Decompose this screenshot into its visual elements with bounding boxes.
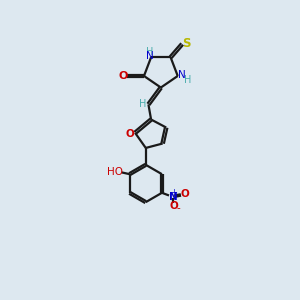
Text: O: O xyxy=(180,189,189,199)
Text: N: N xyxy=(178,70,185,80)
Text: H: H xyxy=(139,98,146,109)
Text: H: H xyxy=(146,47,153,57)
Text: +: + xyxy=(170,188,176,197)
Text: -: - xyxy=(176,203,180,213)
Text: O: O xyxy=(169,202,178,212)
Text: O: O xyxy=(118,71,128,81)
Text: HO: HO xyxy=(107,167,123,177)
Text: H: H xyxy=(184,75,191,85)
Text: N: N xyxy=(146,51,154,62)
Text: O: O xyxy=(126,129,134,139)
Text: N: N xyxy=(169,192,178,202)
Text: S: S xyxy=(182,37,190,50)
